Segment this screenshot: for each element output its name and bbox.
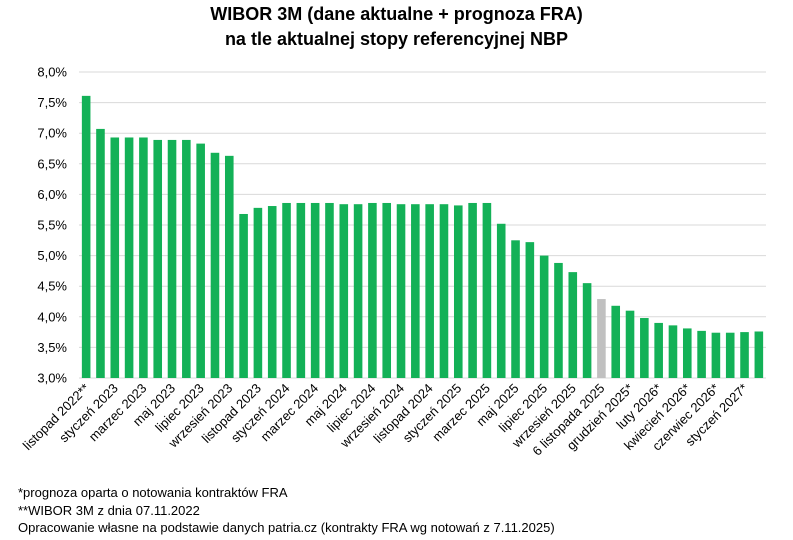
bar	[725, 332, 735, 378]
bar	[740, 332, 749, 378]
y-tick-label: 6,0%	[37, 187, 67, 202]
bar	[468, 202, 477, 378]
bar	[282, 202, 291, 378]
bar	[496, 223, 506, 378]
bar	[382, 202, 392, 378]
bar	[597, 299, 606, 378]
bar	[81, 95, 91, 379]
bar	[668, 325, 678, 378]
bar	[625, 310, 635, 378]
bar	[353, 204, 363, 378]
footnote-forecast: *prognoza oparta o notowania kontraktów …	[18, 485, 288, 500]
bar	[697, 330, 706, 378]
bar	[124, 137, 134, 378]
y-tick-label: 5,5%	[37, 218, 67, 233]
bar	[253, 207, 263, 378]
bar	[511, 240, 520, 378]
bar	[325, 202, 334, 378]
bar	[439, 204, 449, 378]
bar	[411, 204, 420, 378]
bar	[339, 204, 349, 378]
bar	[682, 328, 692, 378]
y-tick-label: 3,0%	[37, 371, 67, 386]
bar	[224, 155, 234, 378]
bar	[453, 205, 463, 378]
bar	[110, 137, 120, 378]
footnotes: *prognoza oparta o notowania kontraktów …	[18, 484, 555, 537]
bar	[296, 202, 306, 378]
bar	[153, 139, 163, 378]
y-tick-label: 6,5%	[37, 156, 67, 171]
y-tick-label: 4,5%	[37, 279, 67, 294]
y-tick-label: 4,0%	[37, 309, 67, 324]
y-tick-label: 7,5%	[37, 95, 67, 110]
bar	[754, 331, 764, 378]
bar	[167, 139, 177, 378]
gridlines	[79, 71, 766, 379]
bar	[554, 262, 563, 378]
bar	[396, 204, 406, 378]
bar	[654, 322, 663, 378]
bar	[539, 255, 549, 378]
bar	[368, 202, 377, 378]
y-tick-label: 8,0%	[37, 65, 67, 80]
bar	[182, 139, 191, 378]
bar	[582, 283, 592, 378]
bar	[611, 305, 621, 378]
chart-title-line-2: na tle aktualnej stopy referencyjnej NBP	[224, 29, 569, 49]
bar	[210, 152, 220, 378]
y-tick-label: 3,5%	[37, 340, 67, 355]
y-tick-label: 5,0%	[37, 248, 67, 263]
y-axis-ticks: 3,0% 3,5% 4,0% 4,5% 5,0% 5,5% 6,0% 6,5% 7,0% 7,5%…	[37, 65, 67, 386]
bars	[81, 95, 764, 379]
bar	[196, 143, 205, 378]
bar	[425, 204, 434, 378]
bar	[239, 213, 248, 378]
chart-title-line-1: WIBOR 3M (dane aktualne + prognoza FRA)	[210, 4, 583, 24]
bar	[96, 128, 105, 378]
bar	[310, 202, 320, 378]
bar	[640, 318, 649, 378]
chart-title: WIBOR 3M (dane aktualne + prognoza FRA) …	[0, 2, 793, 52]
bar	[139, 137, 148, 378]
bar	[482, 202, 492, 378]
footnote-source: Opracowanie własne na podstawie danych p…	[18, 520, 555, 535]
bar	[267, 206, 277, 378]
bar	[525, 242, 535, 378]
y-tick-label: 7,0%	[37, 126, 67, 141]
footnote-wibor-date: **WIBOR 3M z dnia 07.11.2022	[18, 502, 200, 518]
bar-chart: 3,0% 3,5% 4,0% 4,5% 5,0% 5,5% 6,0% 6,5% 7,0% 7,5%…	[20, 65, 766, 459]
bar	[711, 332, 721, 378]
bar	[568, 272, 578, 378]
